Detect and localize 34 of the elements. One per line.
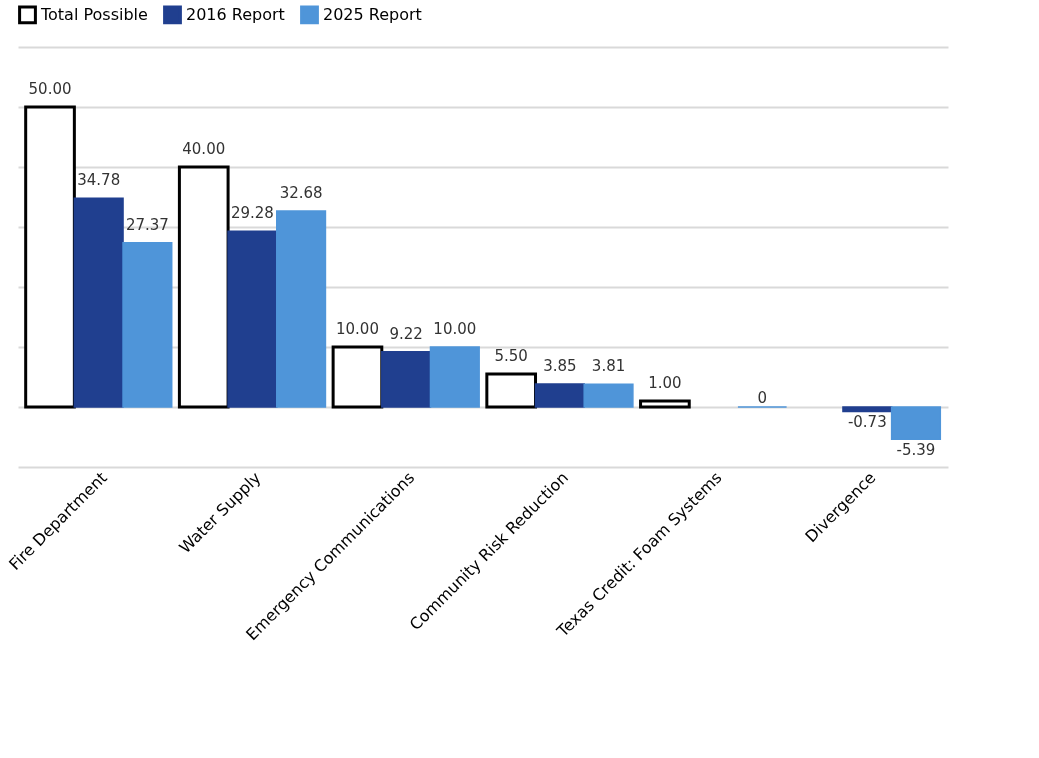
bar [24,105,76,409]
data-label: 1.00 [648,374,682,392]
data-label: -0.73 [847,413,887,432]
legend-label: Total Possible [40,4,148,24]
data-label: 9.22 [389,324,423,343]
data-label: 10.00 [335,320,379,338]
data-label: 10.00 [433,320,477,338]
bar [177,165,230,409]
data-label: 3.81 [591,357,626,376]
data-label: 40.00 [182,140,226,158]
bar [890,406,942,441]
data-label: 5.50 [494,347,528,365]
bar [73,197,124,408]
bar [639,399,691,409]
legend-label: 2025 Report [323,4,422,24]
data-label: 27.37 [125,215,169,234]
data-label: 3.85 [543,356,577,375]
data-label: 34.78 [77,171,121,190]
bar [429,346,480,408]
bar [381,350,432,408]
bar [842,406,893,413]
legend-label: 2016 Report [186,4,285,24]
data-label: 29.28 [230,204,274,223]
bar [122,242,173,408]
bar [227,230,278,408]
data-label: -5.39 [896,441,936,460]
bar [583,383,634,408]
data-label: 0 [757,389,768,407]
data-label: 32.68 [279,183,323,202]
bar [276,210,327,408]
bar [485,372,538,409]
bar [534,383,585,408]
data-label: 50.00 [28,80,72,98]
bar [331,345,384,409]
